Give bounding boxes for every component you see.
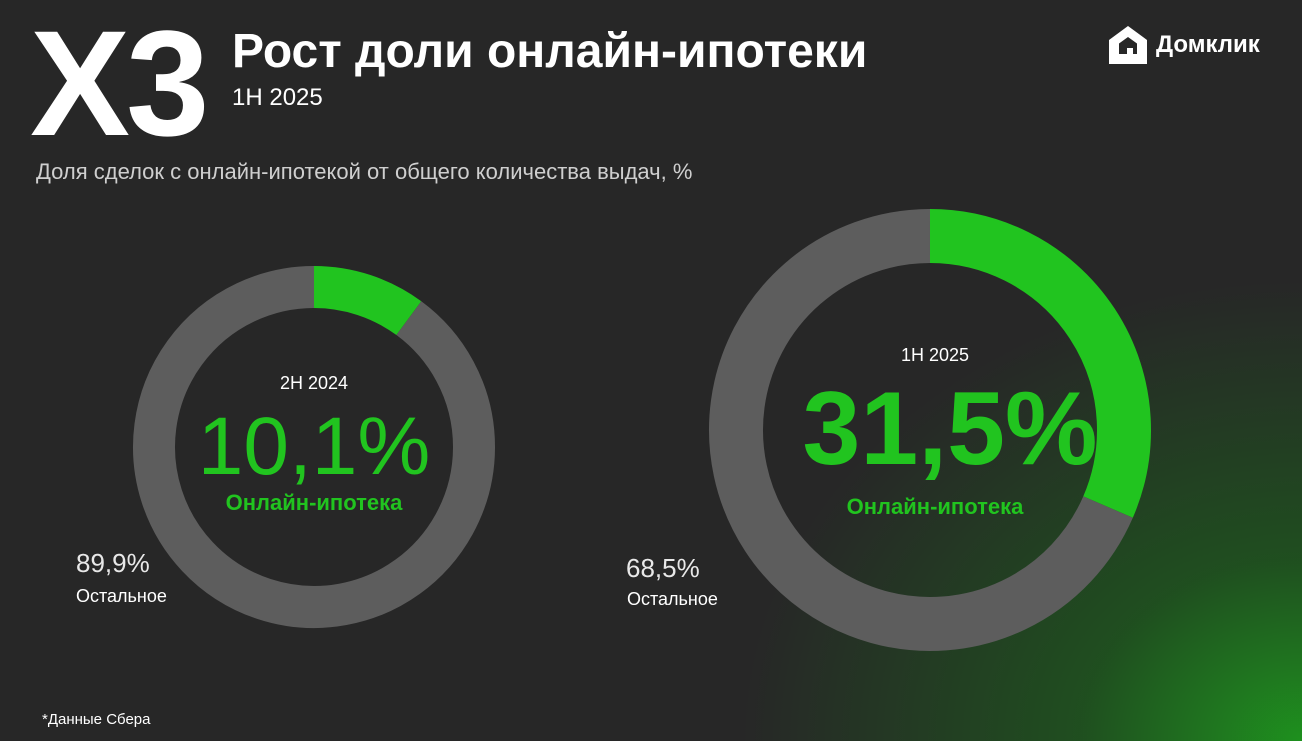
chart-1-center-value: 10,1% bbox=[197, 401, 431, 492]
chart-2-period: 1Н 2025 bbox=[900, 345, 970, 365]
donut-chart-1h-2025 bbox=[709, 209, 1151, 651]
chart-2-slice-rest bbox=[709, 209, 1133, 651]
chart-2-slice-online bbox=[929, 209, 1151, 518]
chart-2-center-label: Онлайн-ипотека bbox=[846, 494, 1024, 519]
chart-1-center-label: Онлайн-ипотека bbox=[225, 490, 403, 515]
chart-1-rest-value: 89,9% bbox=[76, 548, 150, 578]
chart-1-period: 2Н 2024 bbox=[279, 373, 349, 393]
chart-2-center-value: 31,5% bbox=[802, 371, 1098, 487]
brand-name: Домклик bbox=[1156, 31, 1260, 58]
chart-1-rest-label: Остальное bbox=[76, 586, 167, 606]
brand-logo: Домклик bbox=[1106, 22, 1260, 68]
page-title: Рост доли онлайн-ипотеки bbox=[232, 25, 868, 78]
donut-chart-2h-2024 bbox=[133, 266, 495, 628]
footnote: *Данные Сбера bbox=[42, 711, 151, 728]
chart-2-rest-label: Остальное bbox=[627, 589, 718, 609]
house-icon bbox=[1109, 26, 1147, 64]
multiplier-headline: Х3 bbox=[30, 0, 209, 167]
chart-1-slice-online bbox=[313, 266, 422, 336]
chart-caption: Доля сделок с онлайн-ипотекой от общего … bbox=[36, 159, 693, 184]
page-subtitle: 1Н 2025 bbox=[232, 84, 323, 111]
chart-2-rest-value: 68,5% bbox=[626, 553, 700, 583]
chart-1-slice-rest bbox=[133, 266, 495, 628]
